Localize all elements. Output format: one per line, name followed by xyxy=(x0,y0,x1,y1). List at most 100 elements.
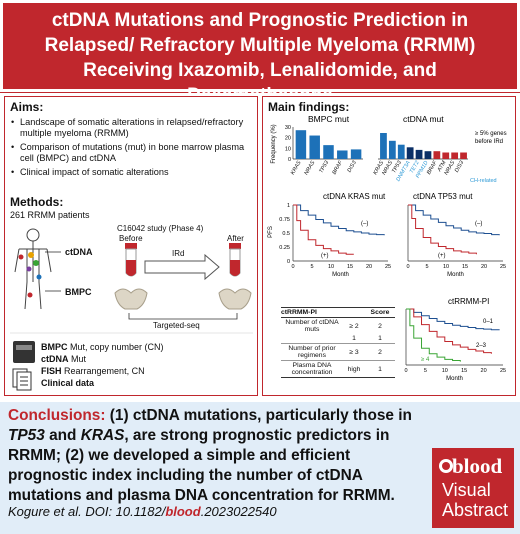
km-curve xyxy=(406,308,461,362)
organ-dot-icon xyxy=(28,252,34,258)
legend-desc: Mut, copy number (CN) xyxy=(70,342,164,352)
sequencer-icon xyxy=(13,341,35,363)
chart-title: ctDNA KRAS mut xyxy=(323,192,386,201)
bar xyxy=(295,130,307,159)
organ-dot-icon xyxy=(36,274,42,280)
x-tick-label: 5 xyxy=(310,264,313,270)
x-tick-label: 0 xyxy=(406,264,409,270)
km-curve xyxy=(408,204,500,236)
series-label: (+) xyxy=(321,253,329,259)
treatment-arrow-icon xyxy=(144,253,220,281)
x-tick-label: DIS3 xyxy=(454,159,466,173)
y-tick-label: 0.5 xyxy=(282,231,290,237)
x-tick-label: 10 xyxy=(328,264,334,270)
table-row: 1 1 xyxy=(281,334,395,344)
table-row: Number of ctDNA muts ≥ 2 2 xyxy=(281,318,395,334)
x-axis-label: Month xyxy=(332,272,349,278)
findings-heading: Main findings: xyxy=(268,100,350,114)
y-tick-label: 10 xyxy=(285,146,291,152)
legend-name: Clinical data xyxy=(41,378,95,388)
x-tick-label: 5 xyxy=(424,368,427,374)
table-row: Plasma DNA concentration high 1 xyxy=(281,361,395,378)
x-tick-label: 25 xyxy=(500,368,506,374)
y-tick-label: 1 xyxy=(287,203,290,209)
series-label: 2–3 xyxy=(476,343,487,349)
series-label: (–) xyxy=(475,221,482,227)
bmpc-label: BMPC xyxy=(65,287,92,297)
after-label: After xyxy=(227,234,244,243)
aim-item: Landscape of somatic alterations in rela… xyxy=(10,117,254,139)
table-cell: Plasma DNA concentration xyxy=(291,362,333,376)
table-cell: 2 xyxy=(378,348,382,356)
bar xyxy=(460,152,467,159)
gene-name: TP53 xyxy=(8,427,45,444)
x-tick-label: 15 xyxy=(347,264,353,270)
patients-count: 261 RRMM patients xyxy=(10,210,90,220)
bar xyxy=(442,152,450,159)
citation-journal: blood xyxy=(165,504,201,519)
chart-title: ctDNA mut xyxy=(403,114,444,124)
x-tick-label: 0 xyxy=(404,368,407,374)
conclusions-text: Conclusions: (1) ctDNA mutations, partic… xyxy=(8,406,420,506)
study-name: C16042 study (Phase 4) xyxy=(117,224,204,233)
ctdna-label: ctDNA xyxy=(65,247,93,257)
legend-desc: Rearrangement, CN xyxy=(64,366,145,376)
data-legend: BMPC Mut, copy number (CN) ctDNA Mut FIS… xyxy=(41,341,164,389)
x-tick-label: 20 xyxy=(366,264,372,270)
x-axis-label: Month xyxy=(446,376,463,382)
table-header-cell: Score xyxy=(370,309,390,316)
x-tick-label: 10 xyxy=(442,368,448,374)
table-cell: ≥ 2 xyxy=(349,322,359,330)
legend-name: FISH xyxy=(41,366,62,376)
table-cell: ≥ 3 xyxy=(349,348,359,356)
citation-authors: Kogure et al. DOI: 10.1182/ xyxy=(8,504,166,519)
table-cell: high xyxy=(347,365,361,373)
logo-line: Visual xyxy=(442,480,491,500)
table-cell: 1 xyxy=(378,365,382,373)
page-title: ctDNA Mutations and Prognostic Predictio… xyxy=(44,10,476,106)
citation: Kogure et al. DOI: 10.1182/blood.2023022… xyxy=(8,504,277,519)
table-header-cell: ctRRMM-PI xyxy=(281,309,317,316)
aim-item: Comparison of mutations (mut) in bone ma… xyxy=(10,142,254,164)
km-curve xyxy=(293,204,354,255)
title-band xyxy=(0,0,520,93)
km-curve xyxy=(293,204,385,236)
citation-doi: .2023022540 xyxy=(200,504,277,519)
table-cell: Number of prior regimens xyxy=(288,345,336,359)
bar xyxy=(309,135,320,159)
series-label: (–) xyxy=(361,221,368,227)
x-tick-label: 20 xyxy=(481,368,487,374)
x-tick-label: 5 xyxy=(425,264,428,270)
pelvis-bone-icon xyxy=(114,288,148,310)
bar xyxy=(433,151,441,159)
point-number: (1) xyxy=(109,407,129,424)
methods-illustration xyxy=(10,228,253,391)
table-cell: 1 xyxy=(352,335,356,342)
x-tick-label: 25 xyxy=(385,264,391,270)
y-tick-label: 0 xyxy=(287,259,290,265)
documents-icon xyxy=(12,368,32,391)
point-number: (2) xyxy=(65,447,85,464)
before-label: Before xyxy=(119,234,143,243)
bar xyxy=(380,133,387,159)
ch-related-label: CH-related xyxy=(470,178,497,184)
conclusion-text: we developed a simple and efficient prog… xyxy=(8,447,395,504)
x-tick-label: NRAS xyxy=(304,160,317,177)
conclusion-text: and xyxy=(49,427,77,444)
x-tick-label: ATM xyxy=(436,160,448,174)
y-tick-label: 0.75 xyxy=(279,217,290,223)
blood-tube-icon xyxy=(229,243,241,277)
legend-name: ctDNA xyxy=(41,354,69,364)
gene-name: KRAS xyxy=(80,427,125,444)
table-row: Number of prior regimens ≥ 3 2 xyxy=(281,344,395,361)
organ-dot-icon xyxy=(26,266,32,272)
y-axis-label: Frequency (%) xyxy=(271,124,277,163)
y-tick-label: 30 xyxy=(285,125,291,131)
x-tick-label: 15 xyxy=(462,264,468,270)
y-axis-label: PFS xyxy=(268,226,274,238)
series-label: 0–1 xyxy=(483,319,494,325)
x-tick-label: 15 xyxy=(461,368,467,374)
series-label: ≥ 4 xyxy=(421,357,430,363)
